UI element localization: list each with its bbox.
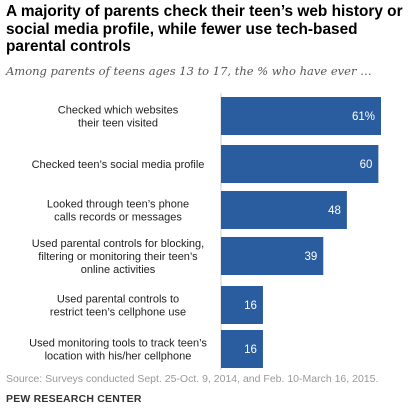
chart-subtitle: Among parents of teens ages 13 to 17, th… xyxy=(6,64,372,78)
category-label: Used monitoring tools to track teen’s loc… xyxy=(29,338,207,363)
category-label-line: Used parental controls to xyxy=(57,294,179,306)
bar-value-label: 60 xyxy=(360,159,373,171)
category-label: Used parental controls to restrict teen’s… xyxy=(50,294,186,319)
category-label: Checked teen’s social media profile xyxy=(32,159,205,171)
category-label: Used parental controls for blocking, filt… xyxy=(32,238,204,276)
category-label-line: Checked which websites xyxy=(58,105,179,117)
bar xyxy=(221,286,263,324)
category-label-line: online activities xyxy=(81,264,156,276)
category-label-line: calls records or messages xyxy=(54,212,182,224)
bar xyxy=(221,191,347,229)
bar-value-label: 16 xyxy=(244,300,257,312)
bar xyxy=(221,97,381,135)
bar-value-label: 48 xyxy=(328,205,341,217)
source-note: Source: Surveys conducted Sept. 25-Oct. … xyxy=(6,373,379,385)
bar-value-label: 16 xyxy=(244,344,257,356)
bar-chart: 61% Checked which websites their teen visi… xyxy=(29,93,381,370)
chart-title: A majority of parents check their teen’s… xyxy=(6,3,403,55)
category-label: Checked which websites their teen visited xyxy=(58,105,179,130)
brand-logo-text: PEW RESEARCH CENTER xyxy=(6,393,142,405)
category-label-line: Used parental controls for blocking, xyxy=(32,238,204,250)
bar-value-label: 39 xyxy=(304,251,317,263)
category-label-line: their teen visited xyxy=(78,118,158,130)
bar xyxy=(221,145,379,183)
category-label-line: filtering or monitoring their teen’s xyxy=(38,251,198,263)
category-label: Looked through teen’s phone calls records… xyxy=(47,199,189,224)
bar-value-label: 61% xyxy=(352,111,375,123)
category-label-line: Looked through teen’s phone xyxy=(47,199,189,211)
category-label-line: restrict teen’s cellphone use xyxy=(50,307,186,319)
category-label-line: Checked teen’s social media profile xyxy=(32,159,205,171)
bar xyxy=(221,237,324,275)
category-label-line: location with his/her cellphone xyxy=(45,351,192,363)
bar xyxy=(221,330,263,368)
category-label-line: Used monitoring tools to track teen’s xyxy=(29,338,207,350)
